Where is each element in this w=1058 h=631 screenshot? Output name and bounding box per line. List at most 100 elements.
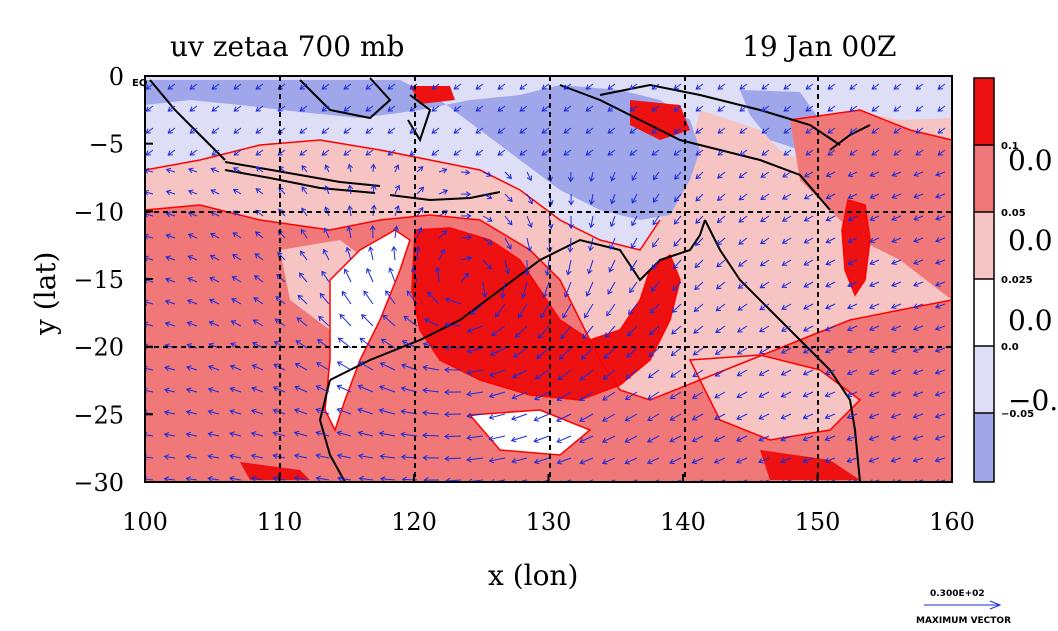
wind-vector	[540, 303, 550, 319]
wind-vector	[738, 215, 748, 223]
wind-vector	[380, 476, 396, 482]
wind-vector	[761, 83, 770, 90]
wind-vector	[935, 259, 946, 265]
wind-vector	[912, 457, 924, 463]
wind-vector	[272, 385, 286, 393]
wind-vector	[378, 430, 396, 437]
wind-vector	[299, 83, 308, 90]
wind-vector	[482, 171, 492, 177]
wind-vector	[556, 435, 572, 444]
wind-vector	[625, 369, 638, 379]
wind-vector	[825, 193, 836, 200]
wind-vector	[717, 83, 726, 90]
wind-vector	[869, 193, 880, 200]
wind-vector	[400, 363, 418, 371]
wind-vector	[891, 259, 902, 266]
wind-vector	[869, 259, 880, 266]
wind-vector	[299, 250, 308, 261]
wind-vector	[211, 127, 220, 134]
wind-vector	[293, 475, 308, 482]
wind-vector	[588, 193, 595, 206]
wind-vector	[565, 259, 572, 276]
wind-vector	[209, 254, 220, 261]
wind-vector	[761, 105, 770, 112]
wind-vector	[585, 127, 594, 134]
wind-vector	[497, 83, 506, 90]
wind-vector	[652, 171, 660, 181]
wind-vector	[189, 149, 198, 156]
wind-vector	[652, 237, 660, 248]
x-tick-label: 110	[257, 508, 303, 536]
wind-vector	[915, 149, 924, 156]
wind-vector	[670, 369, 682, 378]
wind-vector	[453, 105, 462, 112]
wind-vector	[893, 83, 902, 90]
coast-west-australia	[318, 379, 346, 482]
wind-vector	[188, 167, 198, 174]
wind-vector	[544, 259, 551, 276]
wind-vector	[229, 364, 242, 371]
wind-vector	[319, 292, 330, 305]
wind-vector	[846, 325, 858, 332]
y-tick-label: −25	[73, 401, 124, 429]
wind-vector	[394, 184, 401, 195]
wind-vector	[482, 215, 493, 222]
wind-vector	[255, 105, 264, 112]
wind-vector	[780, 413, 792, 420]
wind-vector	[714, 369, 726, 377]
wind-vector	[585, 281, 594, 297]
wind-vector	[400, 431, 418, 438]
wind-vector	[607, 127, 616, 134]
wind-vector	[466, 391, 484, 397]
wind-vector	[541, 127, 550, 134]
wind-vector	[631, 171, 638, 182]
wind-vector	[255, 166, 264, 173]
wind-vector	[937, 127, 946, 134]
wind-vector	[915, 127, 924, 134]
wind-vector	[630, 259, 638, 272]
wind-vector	[935, 237, 946, 243]
wind-vector	[871, 127, 880, 134]
wind-vector	[890, 347, 902, 354]
wind-vector	[648, 347, 660, 357]
y-tick-label: −20	[73, 334, 124, 362]
wind-vector	[582, 325, 594, 340]
wind-vector	[607, 105, 616, 112]
wind-vector	[453, 83, 462, 90]
wind-vector	[385, 290, 396, 305]
wind-vector	[868, 413, 880, 420]
wind-vector	[647, 413, 660, 422]
wind-vector	[692, 347, 704, 356]
wind-vector	[379, 362, 396, 371]
wind-vector	[315, 407, 330, 415]
wind-vector	[562, 303, 572, 319]
wind-vector	[783, 105, 792, 112]
wind-vector	[567, 237, 574, 253]
coast-borneo	[299, 77, 392, 120]
wind-vector	[871, 149, 880, 156]
wind-vector	[802, 413, 814, 420]
wind-vector	[315, 385, 330, 393]
wind-vector	[207, 387, 220, 393]
wind-vector	[511, 391, 528, 400]
wind-vector	[651, 149, 660, 156]
max-vector-legend: 0.300E+02 MAXIMUM VECTOR	[916, 589, 1011, 626]
wind-vector	[890, 435, 902, 441]
wind-vector	[207, 364, 220, 371]
wind-vector	[609, 237, 616, 251]
wind-vector	[555, 413, 572, 423]
wind-vector	[365, 149, 374, 156]
wind-vector	[301, 165, 308, 173]
wind-vector	[414, 246, 421, 261]
wind-vector	[669, 413, 682, 421]
x-tick-label: 150	[795, 508, 841, 536]
wind-vector	[563, 83, 572, 90]
wind-vector	[518, 303, 528, 319]
x-tick-label: 120	[391, 508, 437, 536]
wind-vector	[299, 127, 308, 134]
max-vector-label: MAXIMUM VECTOR	[916, 616, 1011, 626]
wind-vector	[913, 259, 924, 265]
wind-vector	[251, 364, 264, 371]
wind-vector	[167, 83, 176, 90]
wind-vector	[602, 369, 616, 380]
